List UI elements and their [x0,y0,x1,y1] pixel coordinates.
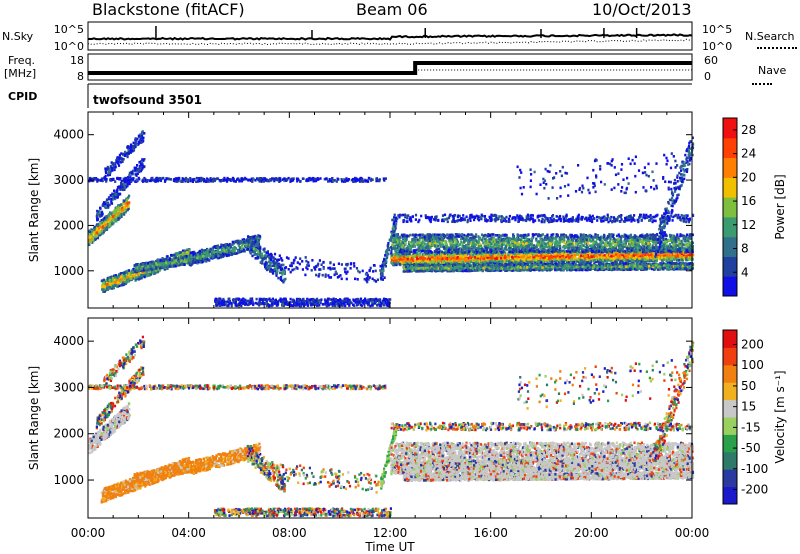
power-cbar-tick-16: 16 [741,194,756,208]
nave-tick-60: 60 [704,54,718,67]
noise-tick-bottom-right: 10^0 [702,40,732,53]
power-cbar-tick-24: 24 [741,147,756,161]
velocity-ytick-label-4000: 4000 [53,334,84,348]
power-colorbar-cell-6 [723,158,737,178]
power-ytick-label-2000: 2000 [53,218,84,232]
power-cbar-tick-8: 8 [741,242,749,256]
power-colorbar-cell-4 [723,197,737,217]
power-colorbar-cell-2 [723,237,737,257]
freq-tick-8: 8 [77,70,84,83]
velocity-cbar-tick-1: 100 [741,358,764,372]
velocity-colorbar-cell-5 [723,400,737,418]
velocity-cbar-tick-7: -200 [741,483,768,497]
velocity-colorbar-label: Velocity [m s⁻¹] [773,370,787,463]
nave-tick-0: 0 [704,70,711,83]
xtick-label-0: 00:00 [71,526,106,540]
velocity-cbar-tick-4: -15 [741,420,761,434]
xtick-label-6: 00:00 [675,526,710,540]
freq-tick-18: 18 [70,54,84,67]
power-colorbar-cell-5 [723,177,737,197]
velocity-colorbar-cell-8 [723,347,737,365]
velocity-ytick-label-2000: 2000 [53,427,84,441]
power-cbar-tick-28: 28 [741,123,756,137]
velocity-cbar-tick-2: 50 [741,379,756,393]
noise-tick-top-left: 10^5 [54,23,84,36]
velocity-panel-frame [88,318,692,518]
power-colorbar-cell-3 [723,217,737,237]
power-colorbar-cell-1 [723,256,737,276]
velocity-colorbar-cell-4 [723,417,737,435]
velocity-ylabel: Slant Range [km] [27,366,41,470]
velocity-colorbar-cell-9 [723,330,737,348]
velocity-colorbar-cell-1 [723,469,737,487]
xtick-label-4: 16:00 [473,526,508,540]
xtick-label-3: 12:00 [373,526,408,540]
power-ytick-label-4000: 4000 [53,128,84,142]
cpid-value: twofsound 3501 [93,93,202,107]
velocity-colorbar-cell-2 [723,452,737,470]
power-cbar-tick-4: 4 [741,265,749,279]
xtick-label-1: 04:00 [171,526,206,540]
xtick-label-2: 08:00 [272,526,307,540]
power-echo-layer [88,130,694,307]
velocity-cbar-tick-5: -50 [741,441,761,455]
velocity-ytick-label-3000: 3000 [53,380,84,394]
velocity-ytick-label-1000: 1000 [53,473,84,487]
velocity-colorbar-cell-6 [723,382,737,400]
velocity-cbar-tick-0: 200 [741,338,764,352]
noise-tick-bottom-left: 10^0 [54,40,84,53]
power-ylabel: Slant Range [km] [27,158,41,262]
velocity-echo-layer [88,336,694,517]
noise-tick-top-right: 10^5 [702,23,732,36]
power-cbar-tick-12: 12 [741,218,756,232]
velocity-cbar-tick-3: 15 [741,400,756,414]
power-panel-frame [88,112,692,308]
power-colorbar-cell-7 [723,138,737,158]
velocity-colorbar-cell-7 [723,365,737,383]
power-colorbar-cell-0 [723,276,737,296]
power-cbar-tick-20: 20 [741,170,756,184]
power-colorbar-label: Power [dB] [773,174,787,239]
freq-series [88,63,692,73]
power-colorbar-cell-8 [723,118,737,138]
velocity-colorbar-cell-3 [723,434,737,452]
power-ytick-label-3000: 3000 [53,173,84,187]
velocity-cbar-tick-6: -100 [741,462,768,476]
power-ytick-label-1000: 1000 [53,264,84,278]
xaxis-label: Time UT [364,540,415,554]
xtick-label-5: 20:00 [574,526,609,540]
nsky-series [88,34,692,39]
freq-panel-frame [88,54,692,80]
